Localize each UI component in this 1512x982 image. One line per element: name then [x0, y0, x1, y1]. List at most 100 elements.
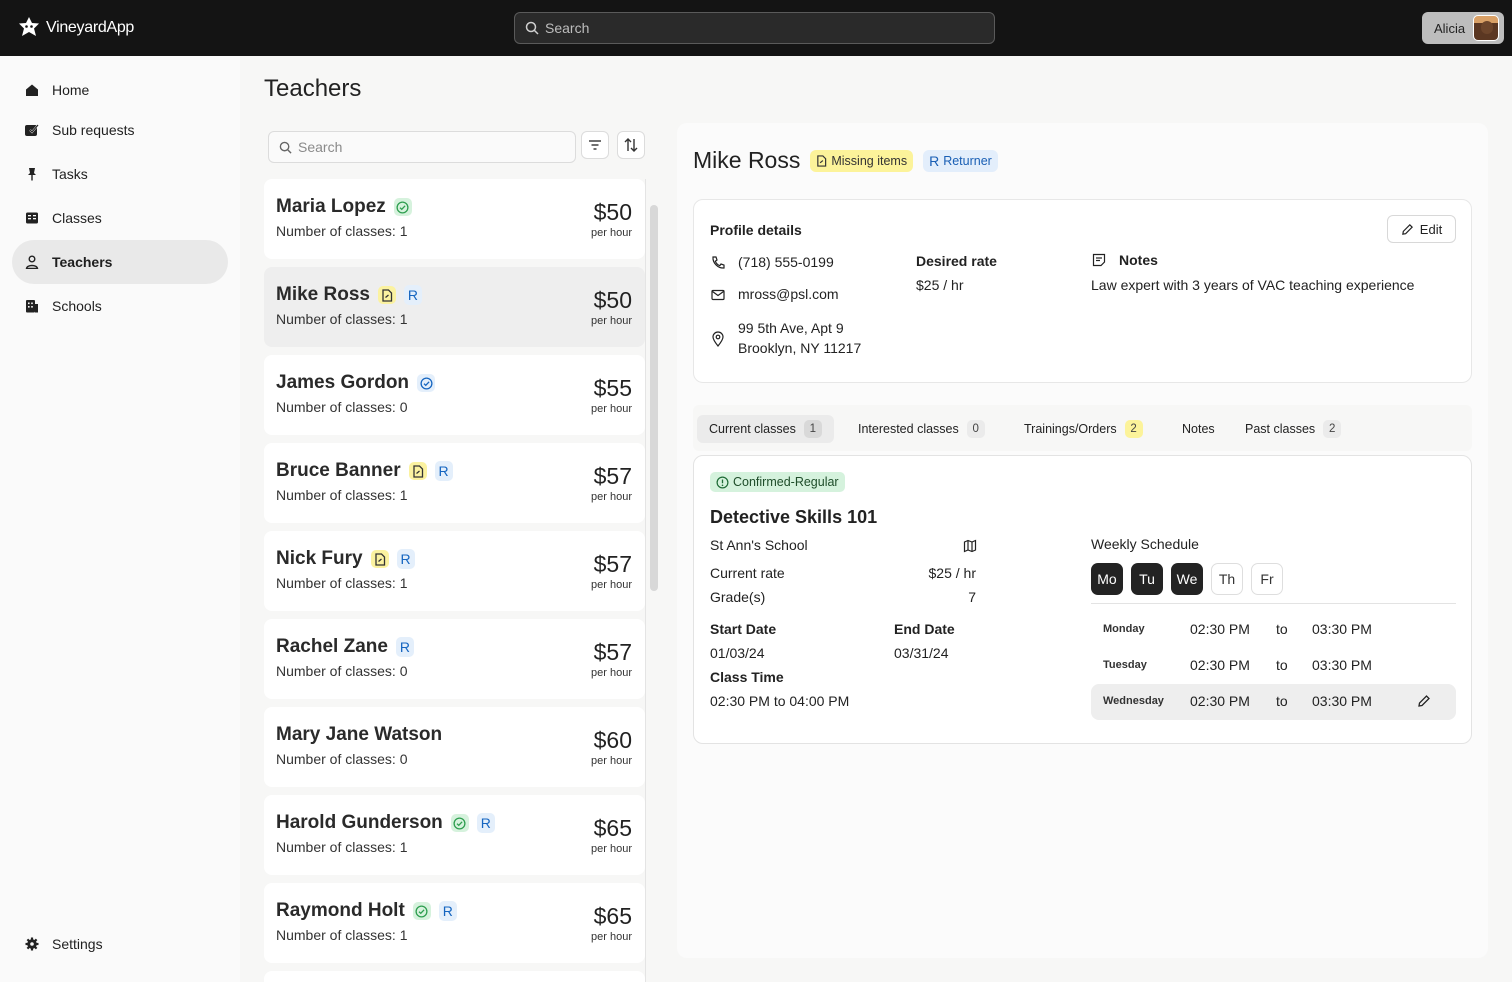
- tab-count: 1: [803, 420, 822, 438]
- class-count: Number of classes: 1: [276, 839, 408, 855]
- day-toggle-mo[interactable]: Mo: [1091, 563, 1123, 595]
- sidebar-item-label: Teachers: [52, 254, 113, 270]
- app-logo[interactable]: VineyardApp: [16, 15, 134, 41]
- book-icon: [24, 210, 40, 226]
- tab-past-classes[interactable]: Past classes 2: [1233, 415, 1353, 443]
- sidebar-item-classes[interactable]: Classes: [12, 196, 228, 240]
- teacher-search[interactable]: [268, 131, 576, 163]
- pin-icon: [24, 166, 40, 182]
- teacher-card-partial[interactable]: [264, 971, 645, 982]
- sidebar-item-label: Tasks: [52, 166, 88, 182]
- teacher-card[interactable]: Bruce Banner R Number of classes: 1 $57 …: [264, 443, 645, 523]
- phone-icon: [712, 256, 725, 269]
- profile-heading: Profile details: [710, 222, 802, 238]
- detail-tabs: Current classes 1 Interested classes 0 T…: [693, 405, 1472, 451]
- detail-teacher-name: Mike Ross: [693, 147, 801, 173]
- teacher-name-row: Mike Ross R: [276, 284, 422, 306]
- rate-unit: per hour: [591, 315, 632, 327]
- day-toggle-we[interactable]: We: [1171, 563, 1203, 595]
- info-circle-icon: [716, 476, 729, 488]
- rate-unit: per hour: [591, 227, 632, 239]
- teacher-name: Mary Jane Watson: [276, 724, 443, 745]
- day-toggle-fr[interactable]: Fr: [1251, 563, 1283, 595]
- grades-label: Grade(s): [710, 589, 766, 605]
- schedule-to-word: to: [1276, 657, 1288, 673]
- day-toggle-th[interactable]: Th: [1211, 563, 1243, 595]
- global-search[interactable]: [514, 12, 995, 44]
- avatar: [1473, 15, 1500, 41]
- class-count: Number of classes: 0: [276, 663, 408, 679]
- address-line-1: 99 5th Ave, Apt 9: [738, 320, 844, 336]
- returner-badge: R: [434, 461, 453, 481]
- user-menu[interactable]: Alicia: [1422, 12, 1504, 44]
- sort-button[interactable]: [617, 131, 645, 159]
- schedule-from: 02:30 PM: [1190, 693, 1250, 709]
- class-time-label: Class Time: [710, 669, 784, 685]
- teacher-card[interactable]: Mike Ross R Number of classes: 1 $50 per…: [264, 267, 645, 347]
- sidebar-item-home[interactable]: Home: [12, 68, 228, 112]
- schedule-row: Monday 02:30 PM to 03:30 PM: [1091, 612, 1456, 648]
- filter-icon: [589, 140, 601, 150]
- teacher-name-row: Harold Gunderson R: [276, 812, 495, 834]
- sidebar-item-tasks[interactable]: Tasks: [12, 152, 228, 196]
- teacher-list-panel: Maria Lopez Number of classes: 1 $50 per…: [264, 123, 661, 982]
- tab-current-classes[interactable]: Current classes 1: [697, 415, 834, 443]
- sidebar-item-settings[interactable]: Settings: [12, 922, 228, 966]
- global-search-input[interactable]: [545, 20, 965, 36]
- page-title: Teachers: [264, 75, 362, 102]
- end-date-label: End Date: [894, 621, 955, 637]
- teacher-card[interactable]: Mary Jane Watson Number of classes: 0 $6…: [264, 707, 645, 787]
- hourly-rate: $60: [593, 727, 632, 753]
- teacher-card[interactable]: Nick Fury R Number of classes: 1 $57 per…: [264, 531, 645, 611]
- schedule-day: Monday: [1103, 623, 1145, 635]
- teacher-name: Maria Lopez: [276, 196, 386, 217]
- school-name: St Ann's School: [710, 537, 808, 553]
- rate-unit: per hour: [591, 931, 632, 943]
- returner-letter: R: [929, 152, 940, 169]
- pencil-icon[interactable]: [1417, 694, 1431, 708]
- edit-button[interactable]: Edit: [1387, 215, 1456, 243]
- list-scrollbar[interactable]: [645, 179, 661, 982]
- tab-notes[interactable]: Notes: [1170, 415, 1227, 443]
- schedule-from: 02:30 PM: [1190, 657, 1250, 673]
- filter-button[interactable]: [581, 131, 609, 159]
- missing-items-icon: [377, 286, 396, 304]
- search-icon: [279, 141, 292, 154]
- returner-pill: R Returner: [923, 149, 998, 172]
- teacher-card[interactable]: Maria Lopez Number of classes: 1 $50 per…: [264, 179, 645, 259]
- schedule-to: 03:30 PM: [1312, 693, 1372, 709]
- schedule-row[interactable]: Wednesday 02:30 PM to 03:30 PM: [1091, 684, 1456, 720]
- tab-trainings-orders[interactable]: Trainings/Orders 2: [1012, 415, 1155, 443]
- class-time-value: 02:30 PM to 04:00 PM: [710, 693, 850, 709]
- tab-count: 2: [1124, 420, 1143, 438]
- divider: [1091, 603, 1456, 604]
- missing-items-badge: Missing items: [810, 149, 914, 172]
- teacher-card[interactable]: Rachel Zane R Number of classes: 0 $57 p…: [264, 619, 645, 699]
- schedule-to-word: to: [1276, 693, 1288, 709]
- teacher-card[interactable]: Raymond Holt R Number of classes: 1 $65 …: [264, 883, 645, 963]
- teacher-name-row: Nick Fury R: [276, 548, 415, 570]
- hourly-rate: $57: [593, 639, 632, 665]
- blue-check-icon: [417, 374, 436, 392]
- teacher-card[interactable]: James Gordon Number of classes: 0 $55 pe…: [264, 355, 645, 435]
- teacher-card[interactable]: Harold Gunderson R Number of classes: 1 …: [264, 795, 645, 875]
- scrollbar-thumb[interactable]: [650, 205, 658, 591]
- map-icon[interactable]: [963, 539, 977, 553]
- phone-number: (718) 555-0199: [738, 254, 834, 270]
- sidebar-item-label: Settings: [52, 936, 103, 952]
- teacher-name-row: Maria Lopez: [276, 196, 412, 218]
- schedule-row: Tuesday 02:30 PM to 03:30 PM: [1091, 648, 1456, 684]
- email-row: mross@psl.com: [710, 286, 839, 303]
- sidebar-item-sub-requests[interactable]: Sub requests: [12, 108, 228, 152]
- sidebar-item-teachers[interactable]: Teachers: [12, 240, 228, 284]
- class-count: Number of classes: 1: [276, 223, 408, 239]
- schedule-to: 03:30 PM: [1312, 621, 1372, 637]
- teacher-search-input[interactable]: [298, 139, 568, 155]
- verified-check-icon: [412, 902, 431, 920]
- sidebar-item-schools[interactable]: Schools: [12, 284, 228, 328]
- schedule-day: Wednesday: [1103, 695, 1164, 707]
- tab-interested-classes[interactable]: Interested classes 0: [846, 415, 997, 443]
- day-toggle-tu[interactable]: Tu: [1131, 563, 1163, 595]
- hourly-rate: $57: [593, 463, 632, 489]
- tab-label: Current classes: [709, 422, 796, 436]
